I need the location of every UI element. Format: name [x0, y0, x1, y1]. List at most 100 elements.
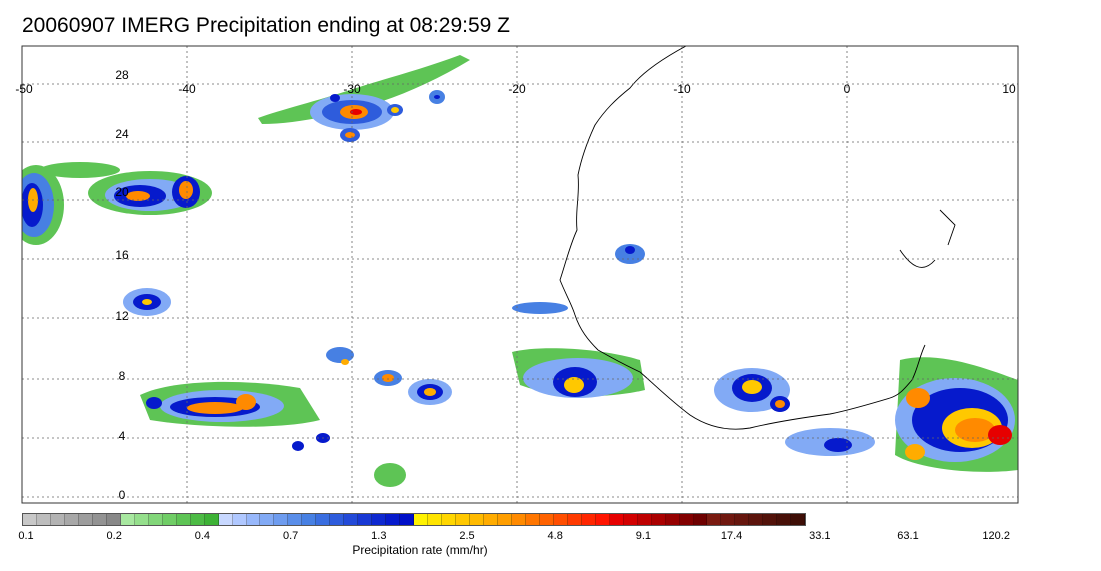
colorbar-tick-label: 0.4 [194, 530, 211, 542]
colorbar-swatch [120, 514, 135, 525]
lon-label: 10 [1002, 82, 1016, 96]
colorbar-tick-label: 63.1 [897, 530, 919, 542]
colorbar-swatch [595, 514, 610, 525]
colorbar-swatch [274, 514, 289, 525]
lon-label: -20 [508, 82, 526, 96]
river-niger [899, 249, 936, 268]
lat-label: 12 [115, 309, 129, 323]
gridlines [22, 46, 1018, 503]
colorbar-swatch [721, 514, 736, 525]
lat-label: 4 [119, 429, 126, 443]
lon-labels: -50 -40 -30 -20 -10 0 10 [15, 82, 1016, 96]
colorbar-title: Precipitation rate (mm/hr) [352, 543, 488, 557]
colorbar-swatch [665, 514, 680, 525]
colorbar-swatch [358, 514, 373, 525]
precipitation-layer [22, 55, 1018, 487]
colorbar-swatch [92, 514, 107, 525]
colorbar-swatch [470, 514, 484, 525]
colorbar-swatch [777, 514, 792, 525]
colorbar-swatch [148, 514, 163, 525]
lat-label: 16 [115, 248, 129, 262]
lon-label: -30 [343, 82, 361, 96]
map-background [22, 46, 1018, 503]
colorbar-swatch [204, 514, 219, 525]
colorbar-swatch [302, 514, 317, 525]
colorbar-swatch [735, 514, 750, 525]
colorbar-tick-label: 2.5 [459, 530, 475, 542]
lat-label: 0 [119, 488, 126, 502]
colorbar-swatch [511, 514, 526, 525]
lat-label: 28 [115, 68, 129, 82]
colorbar-swatch [400, 514, 415, 525]
colorbar-swatch [23, 514, 37, 525]
colorbar-swatch [791, 514, 806, 525]
colorbar-swatch [637, 514, 652, 525]
precip-cell-far-west [22, 162, 120, 245]
colorbar-swatch [372, 514, 387, 525]
colorbar-swatch [134, 514, 149, 525]
colorbar-swatch [288, 514, 303, 525]
precip-cell-tropical-atlantic-6n [140, 381, 330, 451]
colorbar-swatch [456, 514, 470, 525]
lon-label: -10 [673, 82, 691, 96]
colorbar-swatch [581, 514, 596, 525]
colorbar-swatch [651, 514, 666, 525]
colorbar-swatch [679, 514, 694, 525]
colorbar-swatch [36, 514, 51, 525]
colorbar-swatch [190, 514, 205, 525]
colorbar-swatch [483, 514, 498, 525]
precip-cell-guinea-coast [512, 244, 645, 398]
lon-label: 0 [844, 82, 851, 96]
colorbar-swatch [218, 514, 233, 525]
precip-cell-cameroon [895, 357, 1018, 472]
colorbar-tick-label: 0.1 [18, 530, 34, 542]
colorbar-swatch [232, 514, 247, 525]
colorbar-tick-label: 0.2 [106, 530, 122, 542]
map-frame [21, 45, 1019, 504]
colorbar-swatch [316, 514, 331, 525]
colorbar-swatch [763, 514, 778, 525]
colorbar-swatch [567, 514, 582, 525]
colorbar-swatch [553, 514, 568, 525]
colorbar-swatch [693, 514, 708, 525]
colorbar-swatch [344, 514, 359, 525]
colorbar-tick-label: 33.1 [809, 530, 831, 542]
colorbar-swatch [64, 514, 79, 525]
colorbar-tick-label: 1.3 [371, 530, 387, 542]
colorbar-swatch [330, 514, 345, 525]
colorbar-swatch [50, 514, 65, 525]
colorbar-tick-label: 9.1 [635, 530, 652, 542]
lat-label: 24 [115, 127, 129, 141]
lat-labels: 28 24 20 16 12 8 4 0 [115, 68, 129, 502]
colorbar-swatch [246, 514, 261, 525]
colorbar-tick-label: 17.4 [720, 530, 743, 542]
colorbar-swatch [749, 514, 764, 525]
colorbar-swatch [162, 514, 177, 525]
colorbar [22, 513, 806, 526]
west-africa-coastline [559, 46, 926, 430]
colorbar-swatch [106, 514, 121, 525]
precip-cell-atlantic-7n [326, 347, 452, 487]
map-title: 20060907 IMERG Precipitation ending at 0… [22, 14, 510, 37]
colorbar-swatch [442, 514, 457, 525]
colorbar-swatch [497, 514, 512, 525]
lon-label: -40 [178, 82, 196, 96]
inland-border [939, 209, 956, 246]
colorbar-swatch [386, 514, 401, 525]
colorbar-swatch [525, 514, 540, 525]
colorbar-tick-label: 120.2 [982, 530, 1010, 542]
colorbar-tick-label: 4.8 [547, 530, 563, 542]
colorbar-swatch [428, 514, 443, 525]
coastline-layer [559, 46, 956, 430]
colorbar-swatch [623, 514, 638, 525]
colorbar-swatch [260, 514, 275, 525]
colorbar-swatch [609, 514, 624, 525]
precip-cell-12n [123, 288, 171, 316]
lat-label: 8 [119, 369, 126, 383]
colorbar-swatch [707, 514, 722, 525]
colorbar-swatch [78, 514, 93, 525]
colorbar-swatch [539, 514, 554, 525]
colorbar-tick-label: 0.7 [282, 530, 299, 542]
lat-label: 20 [115, 185, 129, 199]
